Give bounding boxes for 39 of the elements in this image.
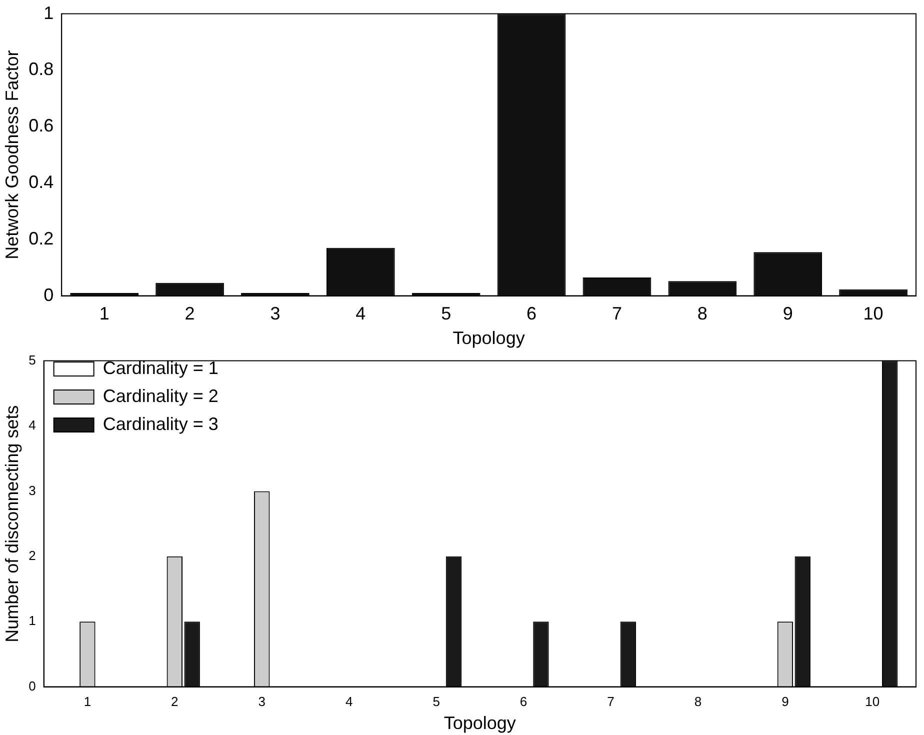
legend-label: Cardinality = 2	[102, 386, 218, 406]
y-axis-title: Number of disconnecting sets	[2, 405, 22, 642]
y-tick-label: 1	[28, 613, 36, 628]
x-tick-label: 9	[782, 304, 793, 324]
x-axis-title: Topology	[452, 328, 525, 348]
x-tick-label: 8	[697, 304, 708, 324]
y-tick-label: 5	[28, 352, 36, 368]
x-tick-label: 4	[345, 694, 353, 710]
y-tick-label: 2	[28, 548, 36, 563]
legend-label: Cardinality = 3	[102, 414, 218, 434]
x-tick-label: 1	[99, 304, 110, 324]
y-tick-label: 3	[28, 482, 36, 498]
x-tick-label: 3	[258, 694, 266, 710]
x-tick-label: 6	[526, 304, 537, 324]
x-tick-label: 10	[865, 694, 880, 710]
x-tick-label: 10	[863, 304, 884, 324]
x-tick-label: 3	[270, 304, 280, 324]
x-tick-label: 5	[441, 304, 452, 324]
x-tick-label: 5	[432, 694, 440, 710]
x-tick-label: 1	[84, 694, 92, 710]
legend-label: Cardinality = 1	[102, 358, 218, 378]
y-tick-label: 0	[28, 678, 36, 694]
y-tick-label: 0	[44, 284, 54, 305]
y-axis-title: Network Goodness Factor	[2, 50, 22, 260]
y-tick-label: 0.8	[28, 59, 54, 80]
x-tick-label: 7	[607, 694, 614, 710]
y-tick-label: 4	[28, 418, 36, 433]
x-axis-title: Topology	[444, 713, 516, 734]
x-tick-label: 2	[171, 694, 178, 710]
x-tick-label: 6	[520, 694, 528, 710]
x-tick-label: 8	[694, 694, 702, 710]
x-tick-label: 9	[782, 694, 789, 710]
y-tick-label: 0.4	[28, 172, 54, 192]
x-tick-label: 7	[612, 304, 622, 324]
y-tick-label: 0.6	[28, 116, 54, 136]
x-tick-label: 4	[356, 304, 366, 324]
y-tick-label: 1	[44, 2, 54, 23]
x-tick-label: 2	[184, 304, 195, 324]
y-tick-label: 0.2	[28, 228, 54, 248]
